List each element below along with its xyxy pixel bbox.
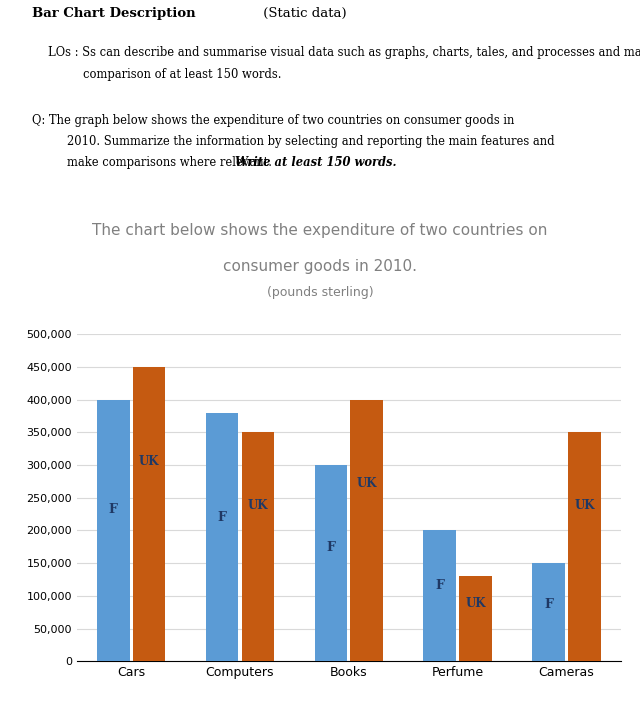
Text: Bar Chart Description: Bar Chart Description [32, 7, 196, 20]
Text: F: F [435, 579, 444, 592]
Text: Write at least 150 words.: Write at least 150 words. [235, 156, 396, 169]
Text: F: F [218, 510, 227, 523]
Legend: France, UK: France, UK [262, 707, 436, 711]
Bar [133, 367, 166, 661]
Text: make comparisons where relevant.: make comparisons where relevant. [67, 156, 276, 169]
Bar [242, 432, 275, 661]
Text: UK: UK [139, 454, 159, 468]
Text: UK: UK [248, 499, 268, 512]
Bar [532, 563, 564, 661]
Text: 2010. Summarize the information by selecting and reporting the main features and: 2010. Summarize the information by selec… [67, 135, 555, 148]
Bar [205, 412, 238, 661]
Text: Q: The graph below shows the expenditure of two countries on consumer goods in: Q: The graph below shows the expenditure… [32, 114, 515, 127]
Bar [314, 465, 347, 661]
Text: F: F [109, 503, 118, 516]
Bar [97, 400, 129, 661]
Text: consumer goods in 2010.: consumer goods in 2010. [223, 259, 417, 274]
Text: F: F [326, 541, 335, 554]
Bar [460, 576, 492, 661]
Text: UK: UK [465, 597, 486, 610]
Text: The chart below shows the expenditure of two countries on: The chart below shows the expenditure of… [92, 223, 548, 238]
Text: UK: UK [574, 499, 595, 512]
Text: LOs : Ss can describe and summarise visual data such as graphs, charts, tales, a: LOs : Ss can describe and summarise visu… [48, 46, 640, 59]
Text: UK: UK [356, 477, 377, 490]
Bar [351, 400, 383, 661]
Text: F: F [544, 598, 553, 611]
Bar [568, 432, 601, 661]
Bar [423, 530, 456, 661]
Text: (pounds sterling): (pounds sterling) [267, 286, 373, 299]
Text: comparison of at least 150 words.: comparison of at least 150 words. [83, 68, 282, 80]
Text: (Static data): (Static data) [259, 7, 347, 20]
